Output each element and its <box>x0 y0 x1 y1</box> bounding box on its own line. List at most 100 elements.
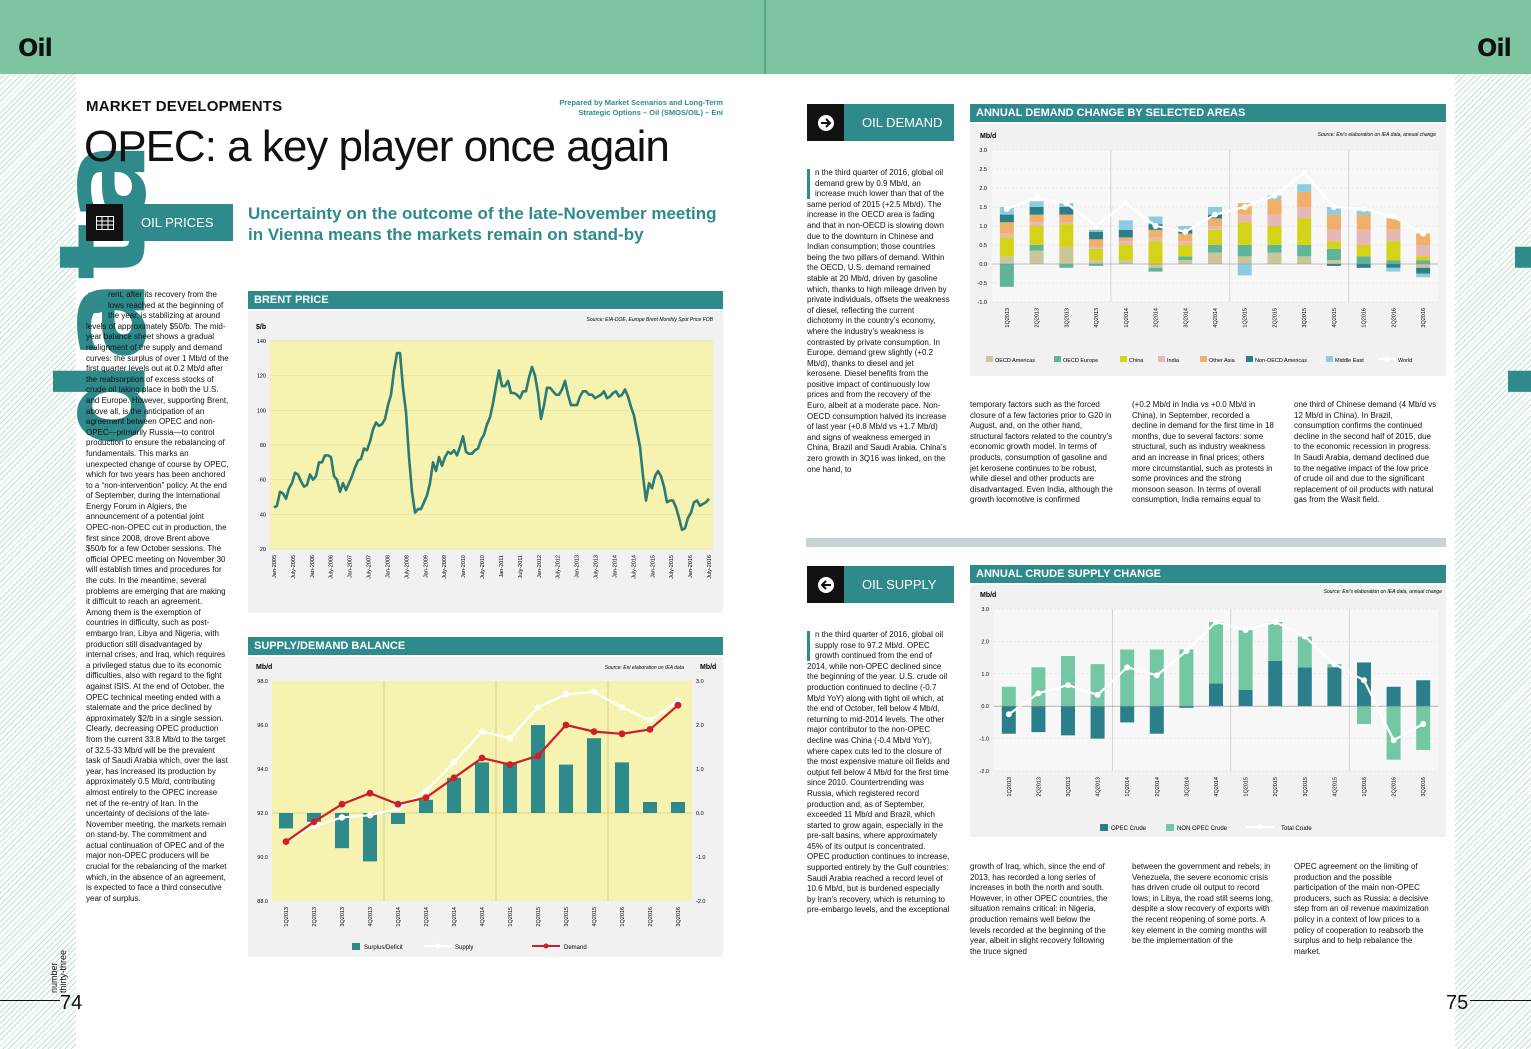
annual-demand-chart: Mb/d Source: Eni's elaboration on IEA dat… <box>978 132 1438 364</box>
legend-label: OECD Americas <box>995 358 1035 364</box>
x-tick-label: 3Q2016 <box>1421 777 1427 797</box>
page-title: OPEC: a key player once again <box>84 122 670 171</box>
y-tick-label: 60 <box>260 478 266 484</box>
demand-point <box>506 761 514 768</box>
demand-bar-segment <box>1148 267 1163 272</box>
demand-bar-segment <box>1118 260 1133 264</box>
total-crude-point <box>1153 672 1160 679</box>
surplus-bar <box>559 764 573 813</box>
demand-bar-segment <box>1356 229 1371 245</box>
demand-bar-segment <box>1297 191 1312 207</box>
legend-label: Demand <box>564 945 587 951</box>
y-tick-label: 0.0 <box>979 262 987 268</box>
x-tick-label: 1Q2016 <box>1362 308 1368 328</box>
total-crude-point <box>1301 633 1308 640</box>
legend-swatch-world-dot <box>1384 356 1390 362</box>
world-point <box>1212 211 1218 218</box>
total-crude-point <box>1065 682 1071 689</box>
demand-bar-segment <box>999 233 1014 238</box>
dropcap: B <box>86 290 107 320</box>
supply-bar-segment <box>1268 621 1283 661</box>
demand-bar-segment <box>1178 260 1193 264</box>
x-tick-label: Jan-2011 <box>499 555 505 578</box>
demand-bar-segment <box>1118 229 1133 238</box>
x-tick-label: 2Q2015 <box>1273 777 1279 797</box>
demand-point <box>534 752 542 760</box>
supply-bar-segment <box>1149 706 1164 734</box>
credit-line-1: Prepared by Market Scenarios and Long-Te… <box>559 98 723 107</box>
demand-point <box>394 800 402 808</box>
chart-source: Source: Eni's elaboration on IEA data, a… <box>1324 589 1443 595</box>
x-tick-label: July-2013 <box>594 555 600 579</box>
world-point <box>1122 200 1129 207</box>
demand-bar-segment <box>1326 260 1341 264</box>
world-point <box>1093 223 1100 229</box>
demand-bar-segment <box>1089 264 1104 266</box>
supply-bar-segment <box>1327 667 1342 707</box>
y2-axis-label: Mb/d <box>700 664 716 671</box>
demand-bar-segment <box>1208 245 1222 253</box>
y-tick-label: 98.0 <box>257 679 268 685</box>
demand-bar-segment <box>1148 237 1163 242</box>
x-tick-label: 4Q2014 <box>1214 777 1220 797</box>
x-tick-label: Jan-2008 <box>385 555 391 578</box>
supply-point <box>590 688 598 696</box>
legend-label: Non-OECD Americas <box>1255 358 1307 364</box>
demand-bar-segment <box>999 214 1014 223</box>
section-label-demand: OIL DEMAND <box>844 104 954 141</box>
y-tick-label: 0.0 <box>981 704 989 710</box>
y-tick-label: 2.5 <box>979 167 987 173</box>
x-tick-label: 3Q2014 <box>1183 308 1189 328</box>
x-tick-label: Jan-2016 <box>688 555 694 578</box>
issue-label: number thirty-three <box>49 950 68 993</box>
x-tick-label: 3Q2013 <box>1066 777 1072 797</box>
x-tick-label: 2Q2014 <box>1154 308 1160 328</box>
brent-price-panel: BRENT PRICE $/b Source: EIA-DOE, Europe B… <box>248 291 723 613</box>
y2-tick-label: 3.0 <box>696 679 704 685</box>
demand-bar-segment <box>1089 239 1104 247</box>
supply-bar-segment <box>1297 636 1312 668</box>
supply-point <box>506 735 514 742</box>
section-label: OIL PRICES <box>123 204 233 241</box>
world-point <box>1330 204 1337 210</box>
demand-bar-segment <box>1386 264 1401 268</box>
y-tick-label: 92.0 <box>257 811 268 817</box>
demand-bar-segment <box>1089 229 1104 232</box>
x-tick-label: 1Q2014 <box>396 907 402 927</box>
legend-swatch-demand-dot <box>543 943 549 949</box>
demand-bar-segment <box>1267 226 1282 245</box>
demand-point <box>366 789 374 797</box>
brent-price-line <box>273 351 710 532</box>
x-tick-label: 1Q2013 <box>1007 777 1013 797</box>
demand-point <box>674 701 682 709</box>
y-tick-label: 1.5 <box>979 205 987 211</box>
demand-bar-segment <box>1208 218 1222 226</box>
demand-bar-segment <box>1356 214 1371 230</box>
demand-bar-segment <box>1386 267 1401 272</box>
demand-bar-segment <box>1267 214 1282 226</box>
x-tick-label: 4Q2013 <box>1094 308 1100 328</box>
demand-bar-segment <box>1326 264 1341 266</box>
supply-column-1: n the third quarter of 2016, global oil … <box>807 630 950 916</box>
demand-bar-segment <box>1029 201 1044 207</box>
supply-bar-segment <box>1120 706 1135 723</box>
demand-point <box>282 838 290 845</box>
demand-bar-segment <box>1326 241 1341 249</box>
world-point <box>1182 228 1189 235</box>
demand-bar-segment <box>1029 214 1044 223</box>
supply-bar-segment <box>1209 683 1223 707</box>
demand-bar-segment <box>1237 222 1252 245</box>
surplus-bar <box>279 813 293 829</box>
demand-bar-segment <box>1416 260 1431 264</box>
surplus-bar <box>419 799 433 813</box>
demand-bar-segment <box>1297 184 1312 192</box>
grid-icon <box>86 204 123 241</box>
supply-bar-segment <box>1031 706 1046 733</box>
x-tick-label: 1Q2015 <box>508 907 514 927</box>
x-tick-label: 2Q2013 <box>1036 777 1042 797</box>
x-tick-label: 4Q2014 <box>1213 308 1219 328</box>
legend-label: India <box>1167 358 1180 364</box>
legend-label: OPEC Crude <box>1111 826 1147 832</box>
supply-point <box>422 787 430 795</box>
demand-bar-segment <box>1089 246 1104 249</box>
